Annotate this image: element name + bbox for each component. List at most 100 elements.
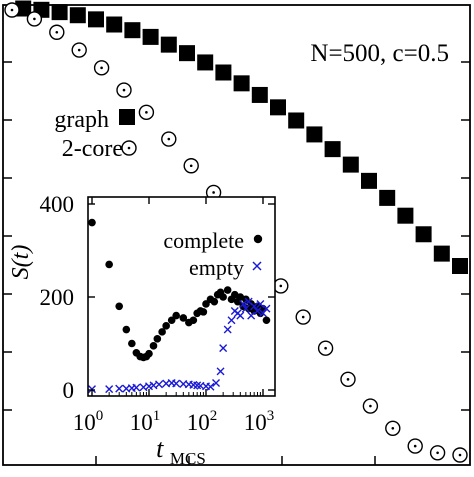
graph-point: [306, 126, 323, 143]
inset-legend: complete empty: [163, 228, 263, 280]
two-core-point: [317, 340, 334, 356]
two-core-point: [116, 82, 132, 98]
empty-point: [236, 311, 245, 320]
two-core-point: [273, 278, 289, 294]
graph-point: [179, 45, 195, 62]
two-core-point: [340, 371, 356, 388]
empty-point-stroke: [115, 384, 124, 393]
chart-annotation: N=500, c=0.5: [310, 40, 449, 67]
empty-point-stroke: [149, 381, 158, 390]
inset-legend-label-empty: empty: [189, 255, 244, 280]
two-core-point-dot: [369, 404, 372, 408]
empty-point: [227, 316, 236, 325]
empty-point-stroke: [216, 367, 225, 376]
graph-point: [197, 54, 214, 71]
inset-xtick-label: 101: [130, 408, 161, 435]
complete-point: [115, 302, 123, 311]
complete-point: [262, 316, 271, 325]
inset-xtick-exponent: 2: [210, 408, 218, 424]
graph-point: [106, 16, 123, 33]
two-core-point-dot: [77, 48, 81, 52]
inset-xlabel-t: t: [156, 434, 164, 463]
two-core-point: [295, 309, 311, 325]
empty-point-stroke: [132, 383, 141, 392]
empty-point: [105, 385, 114, 394]
two-core-point-dot: [10, 8, 14, 12]
complete-point: [88, 218, 96, 227]
empty-point-stroke: [206, 382, 215, 391]
inset-legend-marker-complete: [253, 234, 263, 244]
graph-point: [452, 258, 468, 274]
two-core-point: [452, 447, 468, 463]
graph-point: [142, 28, 159, 45]
empty-point-stroke: [236, 311, 245, 320]
empty-point-stroke: [256, 299, 265, 308]
complete-point: [223, 286, 232, 294]
two-core-point: [362, 398, 379, 414]
empty-point: [212, 379, 221, 388]
empty-point-stroke: [247, 311, 256, 320]
empty-point-stroke: [105, 385, 114, 394]
inset-xlabel: t MCS: [156, 434, 206, 468]
complete-point: [128, 339, 136, 348]
inset-xtick-base: 10: [244, 410, 267, 435]
graph-point: [324, 141, 341, 158]
two-core-point-dot: [324, 346, 327, 350]
two-core-point: [4, 2, 20, 18]
inset-xtick-label: 100: [73, 408, 104, 435]
complete-point: [105, 260, 113, 269]
two-core-point-dot: [279, 284, 283, 288]
empty-point: [256, 299, 265, 308]
main-axes-box: [2, 4, 471, 466]
legend-marker-graph: [119, 109, 135, 125]
two-core-point-dot: [436, 451, 439, 455]
two-core-point: [93, 60, 110, 76]
complete-point: [149, 342, 158, 350]
empty-point-stroke: [193, 381, 202, 390]
two-core-point: [138, 104, 155, 121]
empty-point-stroke: [189, 380, 198, 389]
empty-point: [247, 311, 256, 320]
graph-point: [51, 4, 68, 21]
complete-point: [162, 322, 170, 330]
two-core-point: [161, 131, 177, 147]
graph-point: [397, 207, 414, 224]
empty-point-stroke: [219, 344, 228, 353]
complete-point: [189, 316, 198, 325]
graph-point: [379, 189, 396, 206]
legend-marker-2-core: [121, 140, 137, 156]
legend-label-2-core: 2-core: [62, 136, 123, 162]
two-core-point: [429, 445, 446, 461]
empty-point-stroke: [139, 383, 148, 392]
two-core-point-dot: [413, 444, 417, 448]
legend-label-graph: graph: [54, 107, 109, 133]
two-core-point-dot: [122, 88, 126, 92]
empty-point: [262, 304, 271, 313]
empty-point-stroke: [155, 380, 164, 389]
graph-point: [342, 156, 359, 173]
empty-point-stroke: [244, 297, 253, 306]
inset-marks: [88, 218, 271, 394]
complete-point: [158, 328, 166, 336]
empty-point: [259, 309, 267, 318]
complete-point: [199, 308, 208, 316]
empty-point-stroke: [172, 379, 181, 388]
inset-legend-marker-empty: [252, 261, 262, 271]
inset-xtick-label: 102: [187, 408, 218, 435]
empty-point-stroke: [223, 325, 232, 334]
inset-ylabel-text: S(t): [8, 245, 34, 280]
empty-point-stroke: [262, 304, 271, 313]
empty-point: [250, 302, 259, 311]
inset-ylabel: S(t): [8, 245, 34, 280]
graph-point: [433, 245, 450, 262]
empty-point-stroke: [259, 309, 267, 318]
two-core-point-dot: [167, 137, 171, 141]
two-core-point: [26, 11, 43, 27]
two-core-point: [385, 420, 401, 436]
empty-point: [132, 383, 141, 392]
graph-point: [361, 172, 377, 189]
inset-ytick-label: 0: [63, 378, 75, 403]
